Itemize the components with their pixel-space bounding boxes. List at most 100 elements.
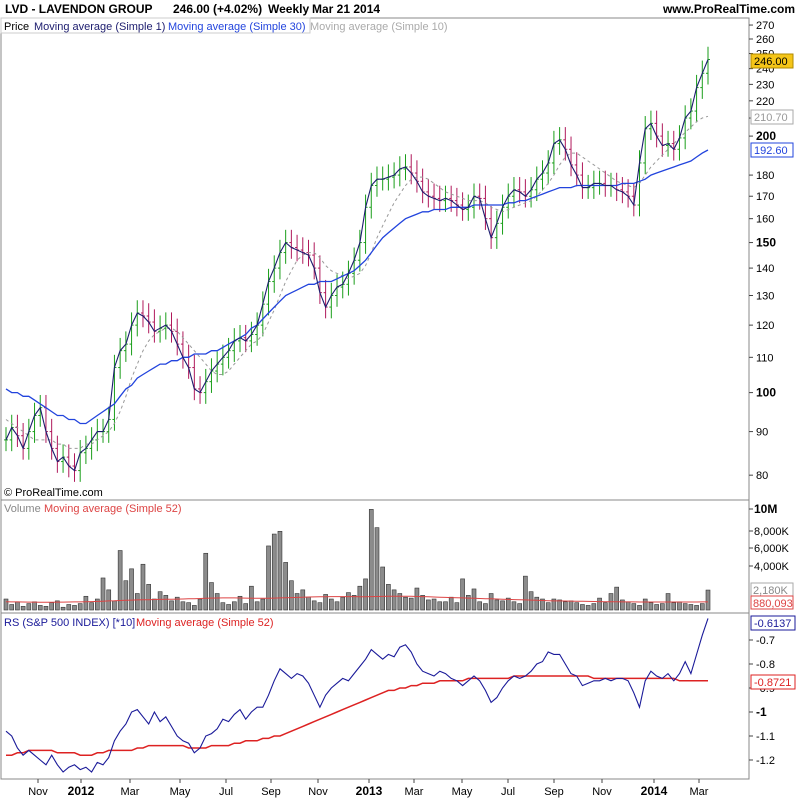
volume-bar [306, 596, 311, 611]
volume-bar [157, 591, 163, 611]
volume-bar [20, 606, 26, 611]
volume-bar [3, 598, 9, 611]
volume-bar [534, 596, 540, 611]
volume-bar [431, 598, 437, 611]
price-tick-label: 230 [756, 79, 774, 91]
volume-bar [146, 584, 151, 611]
rs-tag [750, 615, 796, 631]
volume-bar [500, 600, 505, 611]
x-tick-label: Nov [308, 786, 328, 798]
volume-bar [226, 604, 231, 611]
price-tick-label: 260 [756, 34, 774, 46]
volume-bar [43, 606, 49, 611]
volume-bar [637, 605, 642, 611]
price-tick-label: 270 [756, 20, 774, 32]
copyright: © ProRealTime.com [4, 487, 103, 499]
volume-bar [437, 601, 443, 611]
chart-date: Mar 21 2014 [312, 2, 380, 16]
rs-series [5, 618, 709, 773]
rs-line [5, 618, 709, 773]
volume-bar [340, 596, 346, 611]
volume-bar [89, 602, 94, 611]
volume-bar [408, 597, 414, 611]
volume-bar [591, 603, 597, 611]
price-tick-label: 160 [756, 214, 774, 226]
volume-bar [620, 599, 625, 611]
volume-bar [677, 601, 682, 611]
volume-bar [654, 604, 659, 611]
volume-bar [454, 602, 460, 611]
volume-bar [266, 545, 271, 611]
volume-bar [363, 578, 368, 611]
volume-bar [346, 592, 351, 611]
ma10-tag [750, 109, 794, 125]
x-tick-label: Sep [261, 786, 281, 798]
legend-rs: RS (S&P 500 INDEX) [*10] [4, 617, 135, 629]
price-tick-label: 130 [756, 291, 774, 303]
legend-volume: Volume [4, 503, 41, 515]
volume-bar [26, 603, 32, 611]
price-series [4, 46, 710, 482]
price-bar [706, 46, 710, 85]
volume-bar [540, 598, 545, 611]
volume-bar [426, 599, 431, 611]
volume-tick-label: 8,000K [754, 526, 790, 538]
volume-bar [563, 601, 568, 611]
x-tick-label: Jul [219, 786, 233, 798]
volume-bar [386, 584, 391, 611]
volume-bar [694, 605, 699, 611]
volume-bar [9, 604, 15, 611]
volume-bar [129, 568, 134, 611]
volume-bar [699, 603, 705, 611]
volume-bar [106, 589, 112, 611]
volume-bar [568, 600, 574, 611]
volume-bar [32, 601, 37, 611]
last-price-tag [750, 53, 794, 69]
legend-ma10: Moving average (Simple 10) [310, 21, 448, 33]
price-tick-label: 120 [756, 320, 774, 332]
rs-ma-tag-text: -0.8721 [754, 677, 791, 689]
volume-bar [169, 600, 174, 611]
price-legend: Price Moving average (Simple 1) Moving a… [0, 17, 448, 34]
volume-bar [597, 597, 602, 611]
volume-bar [66, 604, 72, 611]
volume-bar [140, 563, 146, 611]
volume-bar [134, 593, 140, 611]
x-tick-label: Mar [405, 786, 424, 798]
rs-ma-line [6, 675, 708, 756]
price-tick-label: 140 [756, 263, 774, 275]
last-price-tag-text: 246.00 [754, 56, 788, 68]
rs-tags: -0.6137 -0.8721 [750, 615, 796, 690]
ma30-tag [750, 142, 794, 158]
volume-bar [614, 586, 619, 611]
volume-bar [528, 591, 534, 611]
volume-ma-tag-text: 880,093 [753, 598, 793, 610]
volume-bar [100, 577, 106, 611]
volume-bar [631, 603, 637, 611]
price-tags: 246.00 210.70 192.60 [750, 53, 794, 158]
site-link[interactable]: www.ProRealTime.com [662, 2, 795, 16]
price-tick-label: 220 [756, 96, 774, 108]
legend-price: Price [4, 21, 29, 33]
legend-rs-ma: Moving average (Simple 52) [136, 617, 274, 629]
volume-bar [391, 589, 397, 611]
volume-bar [642, 598, 648, 611]
rs-tick-label: -1.2 [756, 755, 775, 767]
volume-bar [380, 566, 385, 611]
volume-bar [294, 593, 300, 611]
legend-ma30: Moving average (Simple 30) [168, 21, 306, 33]
volume-bar [688, 604, 694, 611]
x-tick-label: Mar [690, 786, 709, 798]
ma10-tag-text: 210.70 [754, 112, 788, 124]
volume-bar [660, 603, 665, 611]
price-tick-label: 90 [756, 427, 768, 439]
legend-ma1: Moving average (Simple 1) [34, 21, 165, 33]
period: Weekly [268, 2, 309, 16]
volume-bar [163, 595, 169, 611]
volume-bar [317, 602, 323, 611]
volume-bar [545, 602, 551, 611]
volume-bar [682, 603, 688, 611]
x-tick-label: Sep [544, 786, 564, 798]
volume-tags: 2,180K 880,093 [750, 582, 794, 610]
volume-bar [95, 598, 100, 611]
